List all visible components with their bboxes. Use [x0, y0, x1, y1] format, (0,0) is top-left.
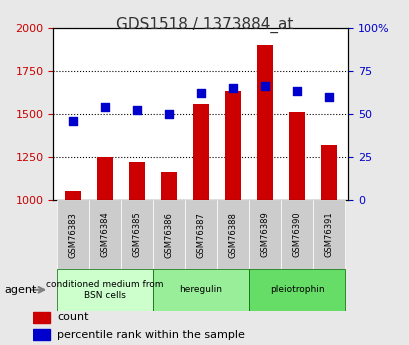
- Point: [165, 111, 172, 117]
- FancyBboxPatch shape: [153, 269, 248, 310]
- Text: count: count: [57, 312, 88, 322]
- Bar: [288, 112, 304, 200]
- Bar: [256, 45, 272, 200]
- Bar: [320, 145, 337, 200]
- Point: [229, 85, 236, 91]
- Text: GSM76383: GSM76383: [68, 212, 77, 257]
- FancyBboxPatch shape: [88, 200, 120, 269]
- Text: GSM76387: GSM76387: [196, 212, 205, 257]
- FancyBboxPatch shape: [312, 200, 344, 269]
- Bar: [33, 312, 50, 323]
- Bar: [160, 172, 176, 200]
- FancyBboxPatch shape: [56, 200, 88, 269]
- FancyBboxPatch shape: [248, 200, 281, 269]
- Text: GSM76390: GSM76390: [292, 212, 301, 257]
- Bar: [33, 329, 50, 340]
- Bar: [225, 91, 240, 200]
- Point: [325, 94, 332, 99]
- FancyBboxPatch shape: [56, 269, 153, 310]
- Bar: [128, 162, 144, 200]
- Bar: [192, 104, 209, 200]
- FancyBboxPatch shape: [281, 200, 312, 269]
- Bar: [64, 191, 81, 200]
- Text: GSM76388: GSM76388: [228, 212, 237, 257]
- FancyBboxPatch shape: [184, 200, 216, 269]
- Text: GSM76389: GSM76389: [260, 212, 269, 257]
- Text: GSM76384: GSM76384: [100, 212, 109, 257]
- Point: [197, 90, 204, 96]
- Bar: [97, 157, 112, 200]
- Text: pleiotrophin: pleiotrophin: [269, 285, 324, 294]
- Point: [293, 89, 300, 94]
- Text: GDS1518 / 1373884_at: GDS1518 / 1373884_at: [116, 17, 293, 33]
- Point: [261, 83, 268, 89]
- FancyBboxPatch shape: [248, 269, 344, 310]
- Text: heregulin: heregulin: [179, 285, 222, 294]
- Point: [133, 108, 139, 113]
- Text: agent: agent: [4, 285, 36, 295]
- FancyBboxPatch shape: [153, 200, 184, 269]
- FancyBboxPatch shape: [120, 200, 153, 269]
- Text: conditioned medium from
BSN cells: conditioned medium from BSN cells: [46, 280, 163, 299]
- Text: GSM76386: GSM76386: [164, 212, 173, 257]
- FancyBboxPatch shape: [216, 200, 248, 269]
- Text: GSM76391: GSM76391: [324, 212, 333, 257]
- Text: GSM76385: GSM76385: [132, 212, 141, 257]
- Point: [101, 104, 108, 110]
- Point: [69, 118, 76, 124]
- Text: percentile rank within the sample: percentile rank within the sample: [57, 330, 245, 340]
